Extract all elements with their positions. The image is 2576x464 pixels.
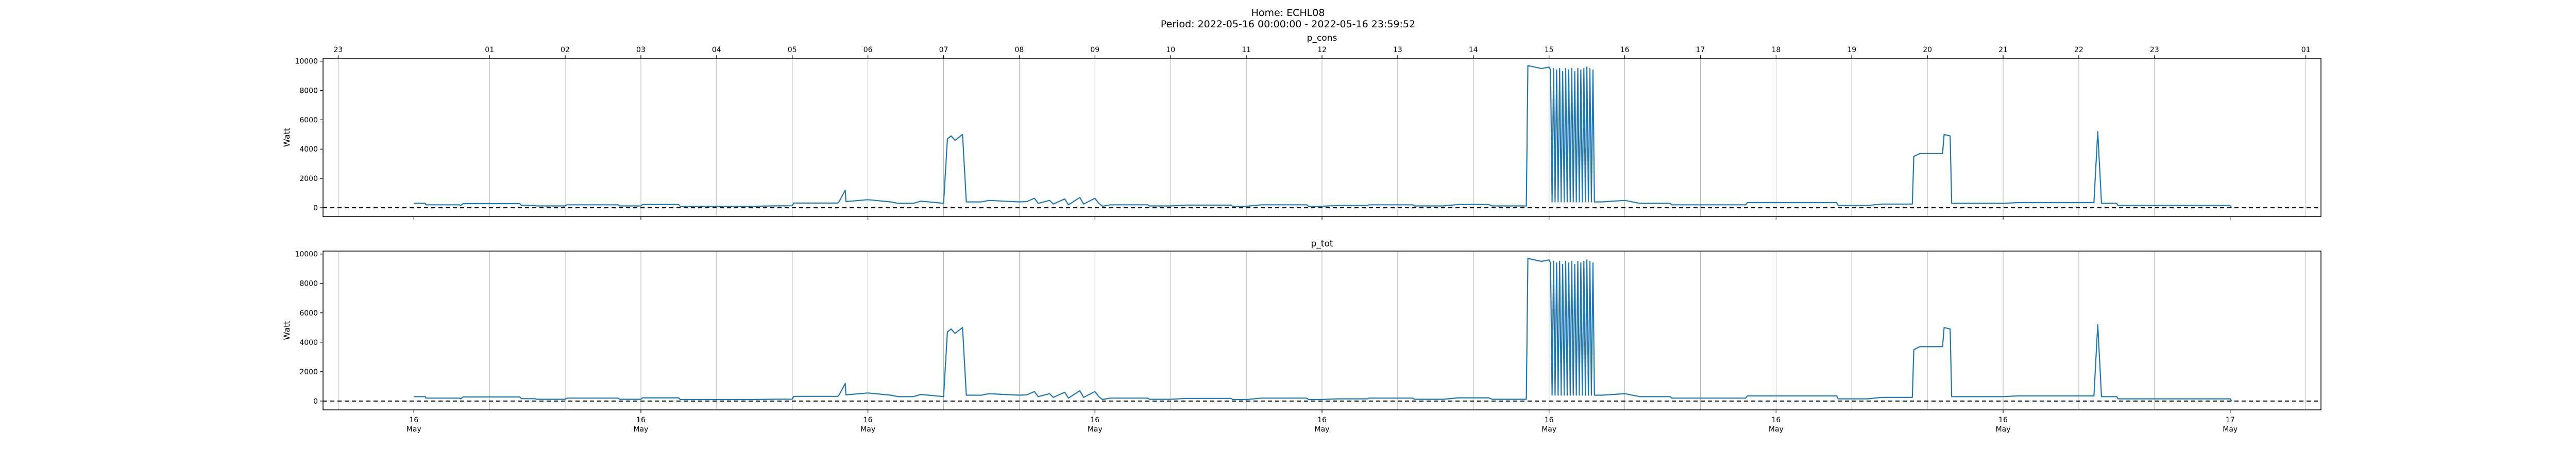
date-tick-month: May xyxy=(633,425,648,434)
date-tick-day: 16 xyxy=(1090,416,1099,424)
top-tick-label: 07 xyxy=(939,46,948,54)
panel-title: p_tot xyxy=(1311,239,1333,249)
date-tick-month: May xyxy=(1769,425,1784,434)
y-tick-label: 0 xyxy=(313,204,318,212)
date-tick-day: 16 xyxy=(863,416,873,424)
y-tick-label: 10000 xyxy=(295,251,318,259)
top-tick-label: 12 xyxy=(1317,46,1327,54)
top-tick-label: 14 xyxy=(1469,46,1478,54)
y-tick-label: 0 xyxy=(313,397,318,406)
top-tick-label: 08 xyxy=(1015,46,1024,54)
y-tick-label: 10000 xyxy=(295,58,318,66)
date-tick-day: 16 xyxy=(1998,416,2008,424)
date-tick-month: May xyxy=(406,425,421,434)
top-tick-label: 16 xyxy=(1620,46,1630,54)
top-tick-label: 06 xyxy=(863,46,873,54)
top-tick-label: 19 xyxy=(1847,46,1856,54)
top-tick-label: 02 xyxy=(561,46,570,54)
series-line-p_cons xyxy=(414,65,2232,208)
y-tick-label: 6000 xyxy=(299,309,318,318)
top-tick-label: 04 xyxy=(712,46,721,54)
top-tick-label: 09 xyxy=(1090,46,1099,54)
top-tick-label: 01 xyxy=(485,46,494,54)
y-tick-label: 6000 xyxy=(299,116,318,124)
top-tick-label: 11 xyxy=(1242,46,1251,54)
y-tick-label: 2000 xyxy=(299,175,318,183)
top-tick-label: 18 xyxy=(1771,46,1781,54)
y-tick-label: 4000 xyxy=(299,339,318,347)
date-tick-month: May xyxy=(2223,425,2238,434)
date-tick-month: May xyxy=(1088,425,1103,434)
top-tick-label: 03 xyxy=(636,46,646,54)
date-tick-month: May xyxy=(860,425,875,434)
date-tick-month: May xyxy=(1996,425,2011,434)
date-tick-day: 17 xyxy=(2226,416,2235,424)
top-tick-label: 01 xyxy=(2301,46,2311,54)
top-tick-label: 17 xyxy=(1696,46,1705,54)
period-line: Period: 2022-05-16 00:00:00 - 2022-05-16… xyxy=(1160,19,1416,30)
y-tick-label: 4000 xyxy=(299,145,318,154)
top-tick-label: 13 xyxy=(1393,46,1402,54)
series-line-p_tot xyxy=(414,258,2232,402)
date-tick-day: 16 xyxy=(409,416,418,424)
figure-title: Home: ECHL08 Period: 2022-05-16 00:00:00… xyxy=(0,7,2576,30)
date-tick-month: May xyxy=(1315,425,1330,434)
date-tick-day: 16 xyxy=(636,416,646,424)
date-tick-day: 16 xyxy=(1317,416,1327,424)
home-line: Home: ECHL08 xyxy=(1251,7,1325,19)
top-tick-label: 22 xyxy=(2074,46,2083,54)
date-tick-month: May xyxy=(1541,425,1556,434)
y-axis-label: Watt xyxy=(282,128,292,147)
panel-title: p_cons xyxy=(1307,33,1337,43)
top-tick-label: 05 xyxy=(788,46,797,54)
top-tick-label: 23 xyxy=(333,46,343,54)
date-tick-day: 16 xyxy=(1545,416,1554,424)
y-tick-label: 2000 xyxy=(299,368,318,376)
y-tick-label: 8000 xyxy=(299,280,318,288)
y-tick-label: 8000 xyxy=(299,87,318,95)
top-tick-label: 23 xyxy=(2150,46,2159,54)
y-axis-label: Watt xyxy=(282,321,292,340)
date-tick-day: 16 xyxy=(1771,416,1781,424)
top-tick-label: 15 xyxy=(1545,46,1554,54)
top-tick-label: 21 xyxy=(1998,46,2008,54)
top-tick-label: 20 xyxy=(1923,46,1932,54)
top-tick-label: 10 xyxy=(1166,46,1175,54)
